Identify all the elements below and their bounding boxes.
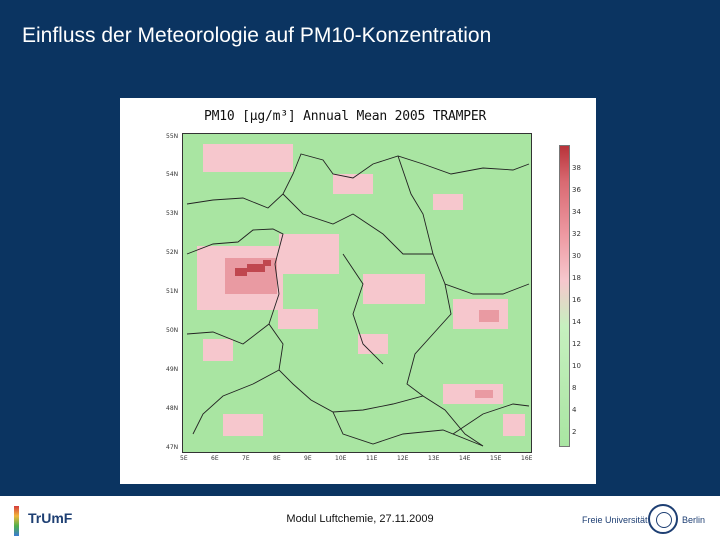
colorbar-tick: 34 [572,208,581,216]
borders-coastlines [186,153,530,447]
pm10-map-figure: PM10 [μg/m³] Annual Mean 2005 TRAMPER 55… [120,98,596,484]
lon-label: 15E [490,455,502,462]
lat-label: 47N [166,444,179,451]
trumf-logo-bar [14,506,19,536]
lat-label: 53N [166,210,179,217]
colorbar-tick: 8 [572,384,577,392]
colorbar-tick: 38 [572,164,581,172]
fu-seal-icon [648,504,678,534]
lat-label: 54N [166,171,179,178]
lon-label: 10E [335,455,347,462]
lat-label: 48N [166,405,179,412]
fu-logo-suffix: Berlin [682,515,706,525]
lon-label: 12E [397,455,409,462]
slide-footer: TrUmF Modul Luftchemie, 27.11.2009 Freie… [0,496,720,540]
lon-label: 16E [521,455,533,462]
lon-label: 8E [273,455,281,462]
colorbar-tick: 2 [572,428,577,436]
lon-label: 9E [304,455,312,462]
lat-label: 50N [166,327,179,334]
colorbar-tick: 12 [572,340,581,348]
trumf-logo: TrUmF [10,502,76,536]
lat-label: 52N [166,249,179,256]
footer-text: Modul Luftchemie, 27.11.2009 [286,513,434,525]
colorbar-tick: 36 [572,186,581,194]
colorbar-tick: 18 [572,274,581,282]
colorbar [559,145,570,447]
lat-label: 55N [166,133,179,140]
pm10-heatmap [182,133,532,453]
colorbar-tick: 10 [572,362,581,370]
colorbar-tick: 14 [572,318,581,326]
heatmap-svg [186,144,530,447]
lon-label: 14E [459,455,471,462]
ruhr-hotspot [235,260,271,276]
lon-label: 13E [428,455,440,462]
lat-label: 51N [166,288,179,295]
colorbar-tick: 32 [572,230,581,238]
lon-label: 6E [211,455,219,462]
fu-berlin-logo: Freie Universität Berlin [582,502,710,536]
lon-label: 5E [180,455,188,462]
slide-title: Einfluss der Meteorologie auf PM10-Konze… [22,24,492,47]
lon-label: 11E [366,455,378,462]
colorbar-tick: 30 [572,252,581,260]
trumf-logo-text: TrUmF [28,510,73,526]
fu-logo-prefix: Freie Universität [582,515,648,525]
colorbar-tick: 4 [572,406,577,414]
figure-title: PM10 [μg/m³] Annual Mean 2005 TRAMPER [204,109,487,124]
colorbar-tick: 16 [572,296,581,304]
lon-label: 7E [242,455,250,462]
lat-label: 49N [166,366,179,373]
